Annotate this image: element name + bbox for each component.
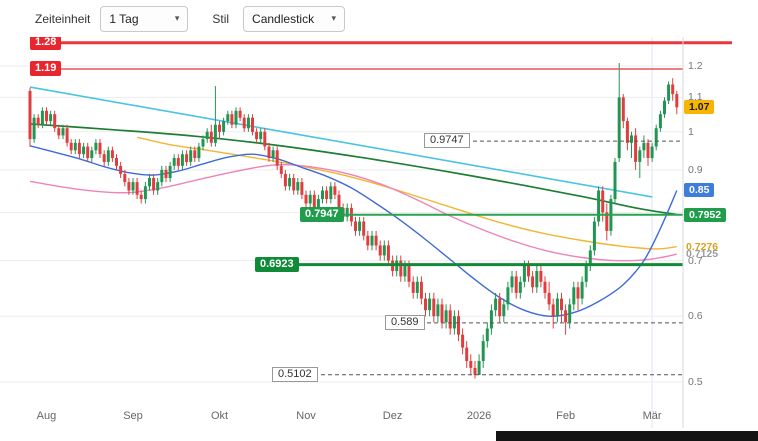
y-axis-tick-label: 0.6 (688, 310, 703, 323)
ma-blue-value-badge: 0.85 (684, 183, 715, 198)
chart-toolbar: Zeiteinheit 1 Tag ▾ Stil Candlestick ▾ (0, 0, 758, 37)
price-level-badge[interactable]: 1.19 (30, 61, 62, 77)
price-level-label[interactable]: 0.589 (385, 314, 425, 330)
x-axis-tick-Dez: Dez (382, 410, 403, 422)
y-axis-tick-label: 0.5 (688, 376, 703, 389)
ma-yellow (136, 136, 677, 250)
x-axis-tick-2026: 2026 (466, 410, 492, 422)
timeframe-label: Zeiteinheit (35, 11, 91, 26)
style-label: Stil (212, 11, 230, 26)
ma-blue (29, 145, 678, 317)
style-value: Candlestick (252, 11, 315, 26)
trendline-cyan (29, 86, 653, 198)
x-axis-tick-Mär: Mär (642, 410, 662, 422)
bottom-overlay-bar (496, 431, 758, 441)
price-level-badge[interactable]: 0.7947 (300, 206, 344, 222)
ma-yellow-value-text: 0.7276 (686, 240, 719, 253)
x-axis-tick-Feb: Feb (556, 410, 576, 422)
y-axis-tick-label: 0.7 (688, 254, 703, 267)
y-axis-tick-label: 1 (688, 125, 694, 138)
price-level-label[interactable]: 0.9747 (424, 133, 470, 149)
price-level-badge[interactable]: 0.6923 (255, 256, 299, 272)
ma-pink-value-text: 0.7125 (686, 248, 719, 261)
y-axis-tick-label: 0.9 (688, 163, 703, 176)
x-axis-tick-Okt: Okt (210, 410, 229, 422)
x-axis-tick-Sep: Sep (123, 410, 143, 422)
y-axis-tick-label: 1.2 (688, 60, 703, 72)
chevron-down-icon: ▾ (331, 13, 337, 23)
x-axis-tick-Nov: Nov (296, 410, 316, 422)
timeframe-select[interactable]: 1 Tag ▾ (100, 5, 189, 32)
ma-green-value-badge: 0.7952 (684, 207, 727, 222)
style-select[interactable]: Candlestick ▾ (243, 5, 346, 32)
price-level-badge[interactable]: 1.28 (30, 34, 62, 50)
x-axis-tick-Aug: Aug (36, 410, 57, 422)
price-level-label[interactable]: 0.5102 (272, 366, 318, 382)
timeframe-value: 1 Tag (109, 11, 139, 26)
current-price-badge: 1.07 (684, 100, 715, 115)
chevron-down-icon: ▾ (174, 13, 180, 23)
